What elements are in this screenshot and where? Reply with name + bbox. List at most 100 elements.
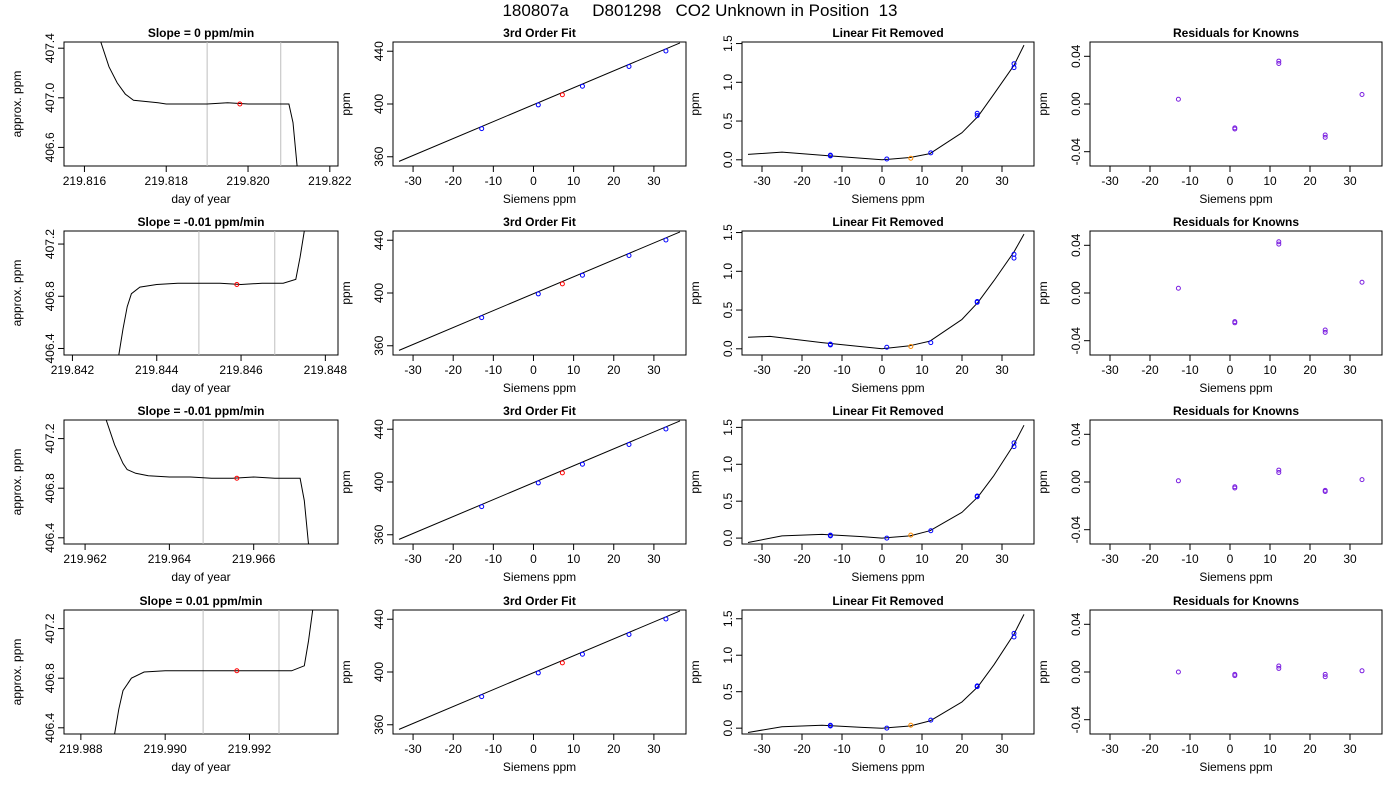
y-tick-label: 407.2 <box>43 613 57 643</box>
known-point <box>626 442 632 448</box>
y-tick-label: 406.6 <box>43 132 57 162</box>
y-tick-label: 0.0 <box>721 529 735 546</box>
plot-area <box>398 610 681 730</box>
plot-area <box>398 231 681 351</box>
x-tick-label: 219.846 <box>219 363 263 377</box>
x-tick-label: -20 <box>1141 174 1159 188</box>
plot-area <box>398 420 681 540</box>
known-point <box>1011 251 1017 257</box>
x-tick-label: 20 <box>1303 174 1317 188</box>
y-tick-label: 0.0 <box>721 151 735 168</box>
x-axis-label: day of year <box>171 760 230 774</box>
x-axis-label: Siemens ppm <box>851 570 924 584</box>
x-tick-label: 219.990 <box>143 742 187 756</box>
fit-curve <box>747 424 1025 543</box>
x-axis-label: Siemens ppm <box>503 570 576 584</box>
x-tick-label: -30 <box>1101 363 1119 377</box>
x-tick-label: 20 <box>607 174 621 188</box>
known-point <box>663 426 669 432</box>
x-tick-label: -20 <box>445 174 463 188</box>
x-tick-label: -20 <box>1141 363 1159 377</box>
known-point <box>884 725 890 731</box>
panel-resid-3: Residuals for Knowns -30 -20 -10 0 10 20 30 -0.0… <box>1036 404 1383 584</box>
known-point <box>1322 132 1328 138</box>
x-tick-label: 0 <box>879 742 886 756</box>
x-tick-label: -30 <box>404 363 422 377</box>
y-tick-label: 1.5 <box>721 224 735 241</box>
x-tick-label: -30 <box>753 174 771 188</box>
y-tick-label: 1.0 <box>721 263 735 280</box>
figure-title: 180807a D801298 CO2 Unknown in Position … <box>502 1 898 20</box>
x-tick-label: 219.844 <box>135 363 179 377</box>
x-tick-label: 20 <box>1303 742 1317 756</box>
x-tick-label: 219.966 <box>232 552 276 566</box>
x-tick-label: -30 <box>753 742 771 756</box>
y-tick-label: 1.0 <box>721 74 735 91</box>
unknown-point <box>908 532 914 538</box>
unknown-point <box>559 660 565 666</box>
panel-title: Residuals for Knowns <box>1173 594 1299 608</box>
panel-fit-4: 3rd Order Fit -30 -20 -10 0 10 20 30 360 400 440 Si… <box>339 594 687 774</box>
known-point <box>928 528 934 534</box>
known-point <box>1175 669 1181 675</box>
panel-title: Slope = 0 ppm/min <box>148 26 254 40</box>
x-axis-label: Siemens ppm <box>1199 381 1272 395</box>
known-point <box>626 632 632 638</box>
x-tick-label: -10 <box>485 552 503 566</box>
y-tick-label: 0.0 <box>721 720 735 737</box>
known-point <box>827 722 833 728</box>
y-tick-label: 440 <box>372 419 386 439</box>
trace-line <box>105 420 309 544</box>
x-axis-label: Siemens ppm <box>503 192 576 206</box>
x-tick-label: 30 <box>995 174 1009 188</box>
known-point <box>1322 329 1328 335</box>
plot-area <box>747 44 1025 162</box>
known-point <box>479 504 485 510</box>
y-tick-label: 360 <box>372 714 386 734</box>
y-tick-label: 406.8 <box>43 473 57 503</box>
x-tick-label: 20 <box>607 552 621 566</box>
plot-frame <box>1089 41 1383 167</box>
y-tick-label: 407.4 <box>43 33 57 63</box>
plot-area <box>1175 239 1365 335</box>
x-tick-label: -10 <box>485 174 503 188</box>
x-tick-label: -20 <box>445 552 463 566</box>
fit-line <box>398 231 681 351</box>
x-tick-label: 0 <box>1227 363 1234 377</box>
panel-linfit-3: Linear Fit Removed -30 -20 -10 0 10 20 30 0.0 0.5… <box>688 404 1035 584</box>
fit-line <box>398 610 681 730</box>
y-tick-label: 440 <box>372 609 386 629</box>
plot-area <box>1175 663 1365 680</box>
x-axis-label: day of year <box>171 381 230 395</box>
y-tick-label: 406.4 <box>43 712 57 742</box>
x-tick-label: 219.988 <box>59 742 103 756</box>
known-point <box>1276 239 1282 245</box>
known-point <box>974 493 980 499</box>
x-tick-label: -30 <box>753 552 771 566</box>
x-tick-label: 10 <box>1263 742 1277 756</box>
y-tick-label: 400 <box>372 472 386 492</box>
y-tick-label: 0.00 <box>1069 660 1083 684</box>
known-point <box>884 156 890 162</box>
panel-resid-4: Residuals for Knowns -30 -20 -10 0 10 20 30 -0.0… <box>1036 594 1383 774</box>
fit-curve <box>747 233 1025 350</box>
y-axis-label: ppm <box>339 281 353 304</box>
panel-title: 3rd Order Fit <box>503 404 576 418</box>
panel-title: Residuals for Knowns <box>1173 26 1299 40</box>
x-tick-label: 219.848 <box>304 363 348 377</box>
x-tick-label: 30 <box>1343 742 1357 756</box>
x-axis-label: Siemens ppm <box>1199 760 1272 774</box>
x-tick-label: -30 <box>404 552 422 566</box>
y-tick-label: 440 <box>372 41 386 61</box>
plot-frame <box>63 419 339 545</box>
y-axis-label: ppm <box>1036 281 1050 304</box>
panel-trace-3: Slope = -0.01 ppm/min 219.962 219.964 219.9… <box>10 404 339 584</box>
unknown-point <box>559 470 565 476</box>
x-tick-label: -30 <box>1101 742 1119 756</box>
x-tick-label: 10 <box>567 742 581 756</box>
known-point <box>884 535 890 541</box>
y-tick-label: 1.0 <box>721 456 735 473</box>
mean-point <box>234 282 240 288</box>
known-point <box>1276 60 1282 66</box>
x-tick-label: 30 <box>647 363 661 377</box>
